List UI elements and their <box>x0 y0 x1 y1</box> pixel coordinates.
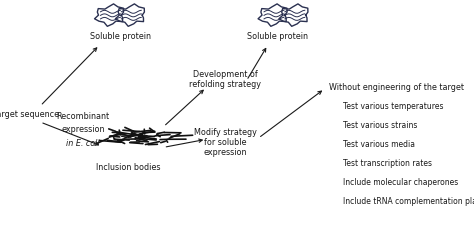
Text: Soluble protein: Soluble protein <box>247 32 308 41</box>
Text: expression: expression <box>61 125 105 134</box>
Text: Test transcription rates: Test transcription rates <box>343 158 432 167</box>
Text: Target sequence: Target sequence <box>0 110 59 119</box>
Text: Test various media: Test various media <box>343 139 415 149</box>
Text: Recombinant: Recombinant <box>56 111 109 120</box>
Text: Without engineering of the target: Without engineering of the target <box>329 82 465 92</box>
Text: Modify strategy
for soluble
expression: Modify strategy for soluble expression <box>194 127 256 157</box>
Text: in E. coli: in E. coli <box>66 139 100 148</box>
Text: Include molecular chaperones: Include molecular chaperones <box>343 177 458 186</box>
Text: Soluble protein: Soluble protein <box>91 32 151 41</box>
Text: Test various temperatures: Test various temperatures <box>343 102 443 111</box>
Text: Development of
refolding strategy: Development of refolding strategy <box>189 69 261 89</box>
Text: Test various strains: Test various strains <box>343 121 417 130</box>
Text: Inclusion bodies: Inclusion bodies <box>96 163 160 172</box>
Text: Include tRNA complementation plasmids: Include tRNA complementation plasmids <box>343 196 474 205</box>
